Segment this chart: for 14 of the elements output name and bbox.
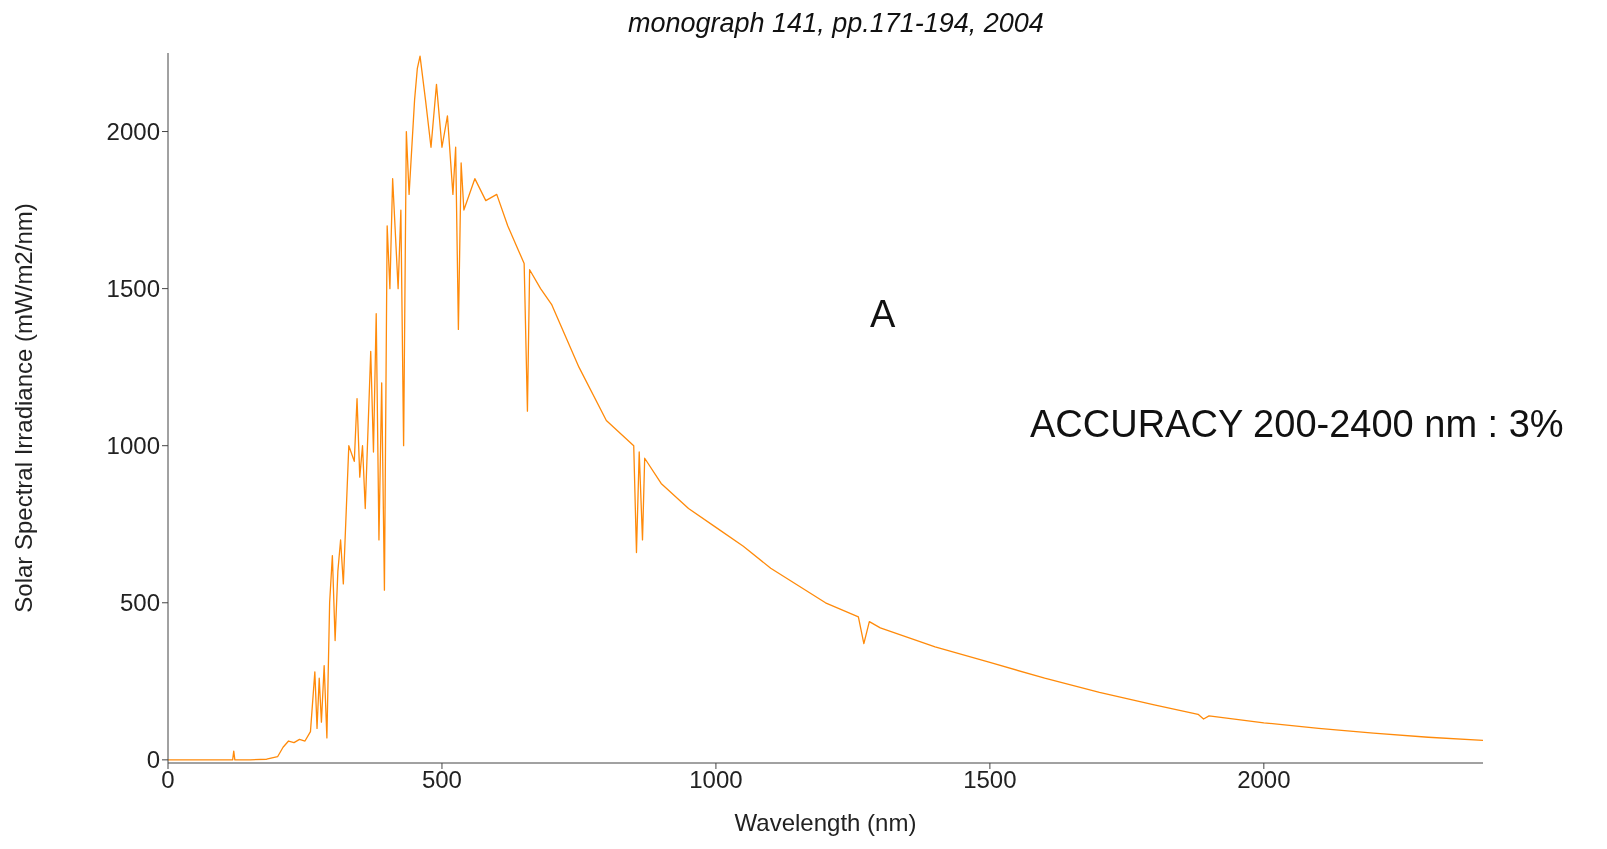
x-tick-label: 1000 (689, 766, 743, 794)
x-axis-title: Wavelength (nm) (734, 809, 917, 836)
y-tick-label: 1000 (106, 432, 160, 460)
y-tick-label: 500 (119, 589, 160, 617)
y-tick-label: 1500 (106, 275, 160, 303)
y-tick-label: 0 (146, 746, 160, 774)
x-tick-label: 500 (421, 766, 462, 794)
y-axis-title: Solar Spectral Irradiance (mW/m2/nm) (9, 203, 37, 613)
x-tick-label: 1500 (963, 766, 1017, 794)
annotation: ACCURACY 200-2400 nm : 3% (1030, 403, 1564, 446)
x-tick-label: 2000 (1237, 766, 1291, 794)
annotation: A (870, 293, 896, 336)
text: monograph 141, pp.171-194, 2004 (628, 8, 1044, 39)
y-tick-label: 2000 (106, 118, 160, 146)
